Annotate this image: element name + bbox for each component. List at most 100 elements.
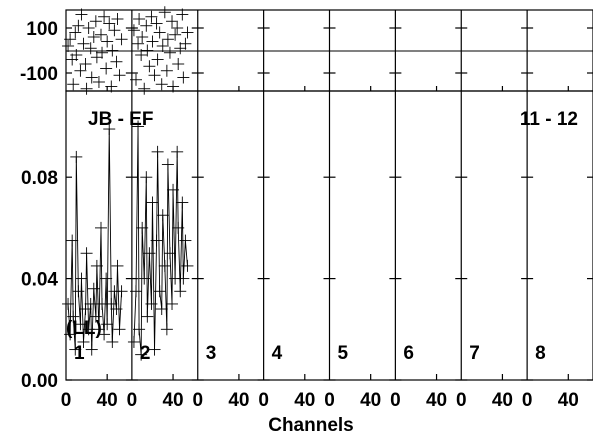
panel-number: 7 [469, 343, 480, 364]
phase-point [132, 37, 145, 50]
x-tick-label: 40 [228, 390, 249, 411]
baseline-label: JB - EF [88, 109, 153, 130]
phase-point [166, 15, 179, 28]
phase-point [82, 22, 95, 34]
phase-point [62, 40, 75, 52]
amp-point [132, 120, 145, 133]
phase-point [108, 24, 121, 37]
phase-point [77, 37, 90, 50]
phase-point [136, 31, 149, 43]
amp-point [90, 259, 103, 272]
phase-point [135, 49, 148, 61]
phase-y-tick-label: 100 [26, 19, 58, 40]
amp-point [135, 348, 148, 361]
amp-point [111, 259, 124, 272]
amp-point [110, 303, 123, 316]
panel-number: 1 [74, 343, 85, 364]
amp-point [80, 247, 93, 260]
phase-point [169, 28, 182, 41]
phase-point [145, 10, 158, 23]
phase-point [64, 33, 77, 46]
phase-point [92, 76, 105, 88]
phase-point [167, 80, 180, 93]
phase-series [62, 6, 194, 95]
panel-number: 3 [206, 343, 217, 364]
phase-point [111, 13, 124, 25]
phase-point [79, 58, 92, 70]
x-tick-label: 0 [390, 390, 401, 411]
panel-number: 6 [403, 343, 414, 364]
phase-point [151, 53, 164, 66]
amp-point [143, 247, 156, 260]
panel-numbers: 1 2 3 4 5 6 7 8 [74, 343, 546, 364]
amp-point [160, 323, 173, 336]
x-tick-label: 0 [127, 390, 138, 411]
phase-point [84, 42, 97, 55]
amp-point [158, 259, 171, 272]
phase-point [158, 6, 171, 19]
amp-point [87, 282, 100, 295]
panel-number: 2 [140, 343, 151, 364]
x-tick-label: 40 [162, 390, 183, 411]
y-axis-ticks: 100 -100 0.00 0.04 0.08 [20, 19, 593, 392]
phase-point [172, 58, 185, 70]
x-tick-label: 40 [97, 390, 118, 411]
amp-point [153, 285, 166, 298]
amp-point [64, 328, 77, 341]
x-tick-label: 40 [558, 390, 579, 411]
panel-number: 4 [272, 343, 283, 364]
amp-point [161, 158, 174, 171]
phase-point [143, 60, 156, 73]
scan-range-label: 11 - 12 [520, 109, 578, 130]
amp-point [176, 196, 189, 209]
amp-point [127, 335, 140, 348]
amp-point [103, 123, 116, 136]
phase-point [80, 82, 93, 95]
phase-point [127, 24, 140, 37]
amp-point [141, 310, 154, 323]
x-tick-label: 40 [492, 390, 513, 411]
phase-point [181, 26, 194, 39]
panel-number: 5 [338, 343, 349, 364]
amp-point [100, 272, 113, 285]
x-tick-label: 40 [426, 390, 447, 411]
amp-point [62, 297, 75, 310]
phase-point [161, 33, 174, 46]
x-axis-title: Channels [268, 415, 354, 435]
amp-point [148, 343, 161, 356]
polarization-label: (LL) [66, 318, 102, 339]
amp-point [150, 234, 163, 247]
phase-point [155, 78, 168, 91]
amp-point [98, 328, 111, 341]
amp-point [66, 234, 79, 247]
phase-point [141, 44, 154, 57]
phase-point [115, 33, 128, 46]
amp-point [156, 209, 169, 222]
amp-point [171, 145, 184, 158]
amp-point [85, 343, 98, 356]
phase-point [67, 78, 80, 91]
amp-point [155, 303, 168, 316]
amp-point [94, 221, 107, 234]
amp-point [67, 310, 80, 323]
panel-number: 8 [535, 343, 546, 364]
amp-y-tick-label: 0.00 [21, 371, 58, 392]
amp-point [89, 310, 102, 323]
amp-point [69, 343, 82, 356]
x-tick-label: 0 [324, 390, 335, 411]
amplitude-series [62, 120, 194, 361]
phase-point [96, 46, 109, 59]
amp-point [179, 234, 192, 247]
phase-point [146, 35, 159, 48]
phase-point [87, 31, 100, 43]
amp-point [163, 247, 176, 260]
amp-point [181, 259, 194, 272]
phase-point [90, 51, 103, 64]
amp-point [106, 335, 119, 348]
amp-point [74, 318, 87, 331]
amp-point [75, 272, 88, 285]
amp-point [113, 323, 126, 336]
phase-point [103, 17, 116, 30]
